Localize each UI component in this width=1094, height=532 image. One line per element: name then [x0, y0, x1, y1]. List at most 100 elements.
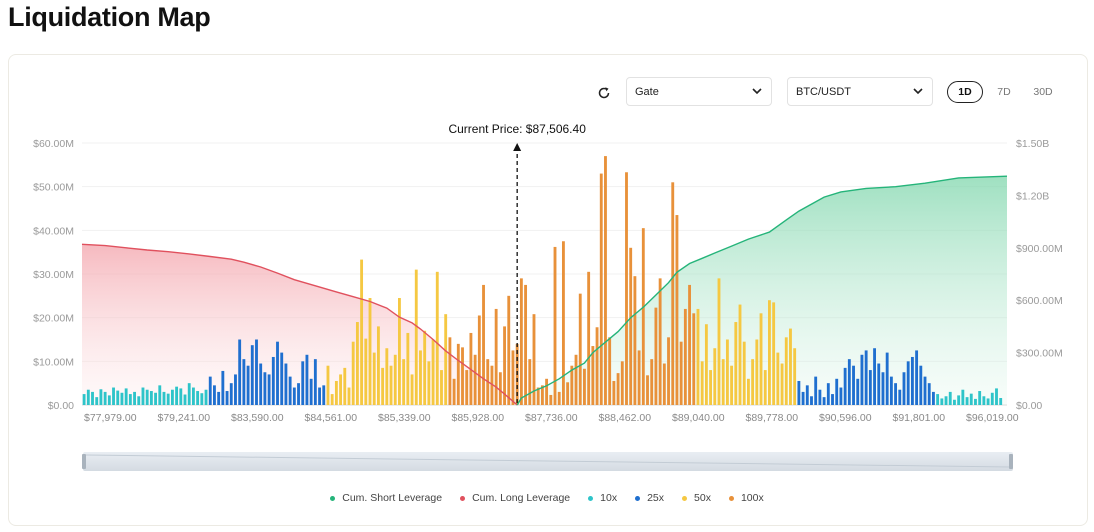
y-right-tick-label: $0.00 [1016, 400, 1042, 412]
bar-25x [271, 356, 275, 405]
bar-25x [246, 365, 250, 405]
bar-25x [242, 359, 246, 405]
bar-50x [368, 298, 372, 405]
bar-25x [810, 396, 813, 405]
legend-dot [728, 495, 734, 501]
legend-item-25x[interactable]: 25x [635, 492, 664, 504]
bar-10x [120, 392, 124, 405]
tab-7d[interactable]: 7D [997, 86, 1011, 98]
legend-dot [460, 495, 466, 501]
legend-item-10x[interactable]: 10x [588, 492, 617, 504]
chevron-down-icon [752, 88, 762, 95]
bar-25x [826, 383, 830, 405]
bar-25x [208, 376, 212, 405]
current-price-annotation: Current Price: $87,506.40 [448, 122, 586, 136]
legend-item-cum-long[interactable]: Cum. Long Leverage [460, 492, 570, 504]
bar-10x [145, 389, 149, 405]
bar-50x [768, 300, 771, 405]
bar-50x [334, 380, 338, 405]
x-tick-label: $88,462.00 [599, 412, 652, 424]
bar-100x [566, 382, 570, 405]
bar-25x [906, 361, 910, 405]
pair-select[interactable]: BTC/USDT [787, 77, 933, 106]
x-tick-label: $96,019.00 [966, 412, 1019, 424]
bar-100x [595, 327, 599, 405]
bar-100x [536, 387, 540, 405]
tab-1d[interactable]: 1D [947, 81, 983, 103]
bar-100x [662, 363, 666, 405]
legend-item-50x[interactable]: 50x [682, 492, 711, 504]
bar-100x [473, 354, 477, 405]
bar-50x [700, 361, 704, 405]
legend-item-100x[interactable]: 100x [728, 492, 764, 504]
bar-50x [372, 352, 376, 405]
y-right-tick-label: $1.50B [1016, 138, 1049, 150]
bar-50x [776, 352, 780, 405]
bar-50x [351, 341, 355, 405]
bar-25x [221, 370, 225, 405]
y-right-tick-label: $900.00M [1016, 243, 1063, 255]
bar-50x [355, 322, 359, 405]
bar-10x [154, 392, 158, 405]
bar-50x [755, 339, 759, 405]
bar-100x [503, 326, 506, 405]
bar-100x [683, 308, 687, 405]
bar-25x [234, 374, 237, 405]
bar-25x [873, 348, 876, 405]
bar-100x [608, 337, 612, 405]
bar-100x [583, 368, 586, 405]
range-scroller[interactable] [82, 452, 1013, 471]
scroller-handle-left[interactable] [82, 454, 86, 469]
bar-25x [898, 389, 902, 405]
bar-100x [654, 307, 658, 405]
bar-50x [431, 339, 435, 405]
exchange-select[interactable]: Gate [626, 77, 772, 106]
bar-25x [284, 363, 288, 405]
bar-50x [385, 348, 389, 405]
bar-10x [965, 397, 969, 405]
bar-50x [326, 365, 330, 405]
refresh-button[interactable] [591, 84, 617, 102]
x-tick-label: $89,040.00 [672, 412, 725, 424]
y-left-tick-label: $0.00 [48, 400, 74, 412]
scroller-handle-right[interactable] [1009, 454, 1013, 469]
bar-100x [498, 372, 502, 405]
page-title: Liquidation Map [8, 2, 211, 32]
bar-25x [831, 394, 834, 405]
bar-25x [822, 397, 826, 405]
bar-10x [944, 396, 948, 405]
bar-25x [881, 372, 885, 405]
bar-10x [948, 391, 952, 405]
y-left-tick-label: $30.00M [33, 269, 74, 281]
legend-label: 100x [740, 492, 764, 504]
legend-item-cum-short[interactable]: Cum. Short Leverage [330, 492, 442, 504]
bar-25x [847, 359, 851, 405]
bar-50x [713, 348, 717, 405]
bar-100x [456, 343, 460, 405]
bar-25x [297, 383, 300, 405]
bar-10x [183, 394, 187, 405]
bar-10x [103, 391, 107, 405]
bar-25x [259, 363, 263, 405]
y-left-tick-label: $40.00M [33, 225, 74, 237]
bar-100x [620, 361, 624, 405]
bar-10x [95, 397, 99, 405]
bar-100x [545, 378, 549, 405]
bar-100x [641, 228, 645, 405]
bar-50x [751, 359, 755, 405]
bar-25x [919, 365, 923, 405]
bar-100x [448, 337, 452, 405]
bar-10x [969, 393, 973, 405]
bar-25x [894, 383, 898, 405]
bar-25x [288, 376, 292, 405]
bar-10x [995, 388, 998, 405]
bar-100x [625, 172, 628, 405]
bar-25x [843, 367, 847, 405]
bar-25x [927, 383, 931, 405]
bar-50x [393, 354, 397, 405]
bar-100x [465, 370, 469, 405]
bar-25x [852, 365, 855, 405]
bar-25x [229, 383, 233, 405]
bar-100x [549, 394, 553, 405]
tab-30d[interactable]: 30D [1033, 86, 1053, 98]
